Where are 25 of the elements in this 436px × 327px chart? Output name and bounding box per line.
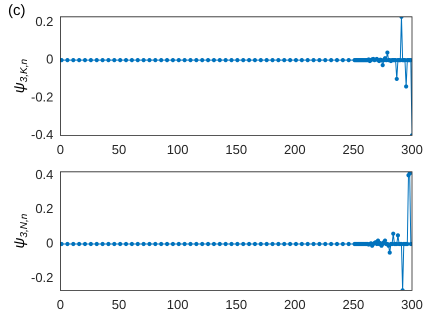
x-tick-label: 100 <box>166 296 188 312</box>
x-tick-label: 150 <box>225 142 248 157</box>
x-tick-label: 50 <box>112 142 126 157</box>
x-tick-label: 200 <box>284 142 306 157</box>
y-tick-label: 0 <box>46 236 54 251</box>
x-tick-label: 50 <box>112 296 126 312</box>
x-tick-label: 300 <box>401 296 423 312</box>
x-tick-label: 0 <box>56 142 64 157</box>
x-tick-label: 300 <box>401 142 423 157</box>
y-tick-label: -0.2 <box>30 89 54 104</box>
y-tick-label: -0.2 <box>30 270 54 285</box>
x-tick-label: 100 <box>166 142 188 157</box>
x-tick-label: 200 <box>284 296 306 312</box>
x-tick-label: 250 <box>342 142 364 157</box>
y-tick-label: 0.2 <box>35 14 54 30</box>
y-axis-title: ψ3,N,n <box>11 213 30 249</box>
x-tick-label: 150 <box>225 296 248 312</box>
x-tick-label: 0 <box>56 296 64 312</box>
y-axis-title: ψ3,K,n <box>11 58 30 94</box>
y-tick-label: -0.4 <box>30 126 54 142</box>
y-tick-label: 0 <box>46 52 54 67</box>
y-tick-label: 0.4 <box>35 166 54 182</box>
x-tick-label: 250 <box>342 296 364 312</box>
y-tick-label: 0.2 <box>35 201 54 216</box>
text: (c) <box>8 2 26 19</box>
